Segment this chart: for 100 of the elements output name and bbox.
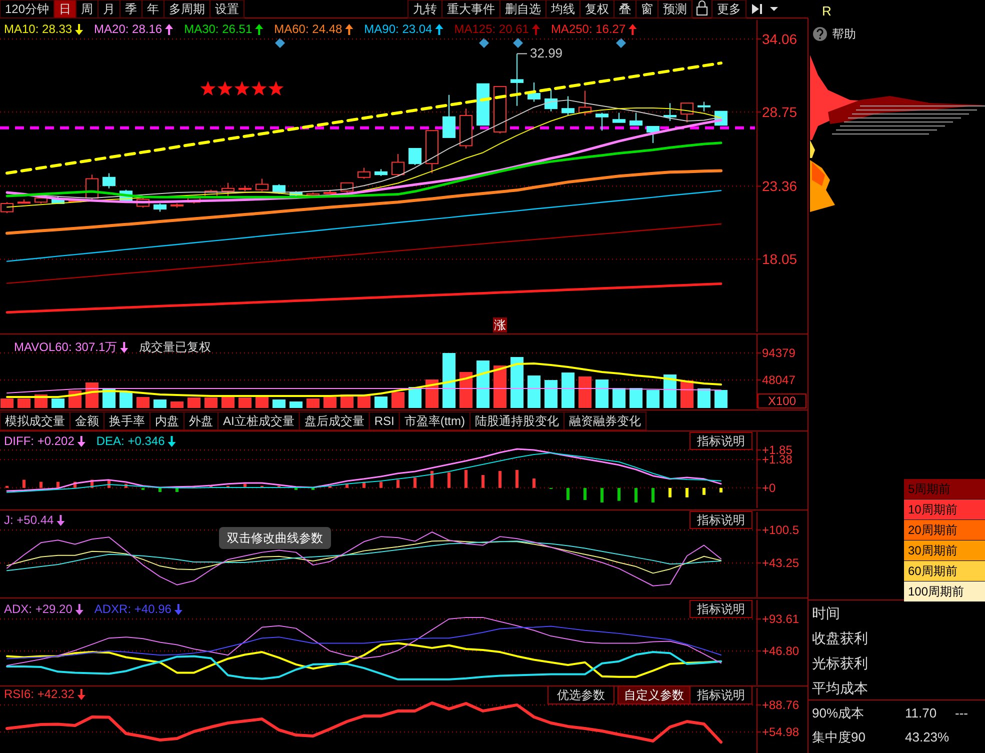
annotation: 指标说明: [696, 513, 745, 527]
text: 金额: [75, 414, 99, 428]
y-tick-label: +100.5: [762, 522, 800, 537]
candlestick: [442, 94, 456, 138]
annotation: MA250: 16.27: [550, 22, 626, 36]
text: 盘后成交量: [304, 414, 364, 428]
y-tick-label: +46.80: [762, 644, 800, 658]
annotation: DIFF: +0.202: [4, 434, 75, 448]
annotation: MA20: 28.16: [94, 22, 162, 36]
line-series: [6, 223, 722, 284]
candlestick: [510, 53, 524, 106]
line-series: [6, 626, 722, 660]
bar: [18, 398, 30, 408]
text: 时间: [812, 605, 840, 621]
bar: [584, 488, 586, 500]
y-tick-label: 48047: [762, 373, 796, 388]
bar: [510, 357, 524, 408]
bar: [578, 376, 592, 408]
line-series: [6, 362, 722, 398]
candlestick: [222, 182, 234, 198]
candlestick: [102, 172, 116, 189]
bar: [290, 401, 302, 408]
bar: [358, 395, 370, 408]
y-tick-label: +54.98: [762, 724, 800, 739]
text: 11.70: [905, 706, 937, 720]
candlestick: [562, 96, 574, 116]
text: 日: [59, 2, 72, 16]
bar: [396, 480, 400, 488]
bar: [476, 360, 490, 408]
annotation: RSI6: +42.32: [4, 687, 75, 701]
text: 融资融券变化: [569, 414, 641, 428]
text: 预测: [663, 2, 687, 16]
bar: [702, 488, 706, 495]
bar: [646, 390, 660, 408]
bar: [600, 488, 604, 502]
bar: [516, 470, 518, 488]
candlestick: [0, 202, 14, 214]
annotation: MAVOL60: 307.1万: [14, 340, 118, 354]
y-tick-label: 23.36: [762, 178, 798, 194]
text: 多周期: [169, 2, 206, 16]
text: 90%成本: [812, 706, 864, 720]
annotation: 优选参数: [557, 688, 605, 702]
bar: [170, 401, 184, 408]
text: X100: [768, 394, 796, 408]
bar: [22, 480, 26, 488]
text: 100周期前: [908, 584, 964, 598]
bar: [324, 396, 336, 408]
bar: [714, 390, 728, 408]
bar: [238, 398, 252, 408]
annotation: MA90: 23.04: [364, 22, 433, 36]
text: ---: [955, 706, 968, 720]
annotation: 指标说明: [696, 434, 745, 448]
annotation: MA10: 28.33: [4, 22, 72, 36]
y-tick-label: 94379: [762, 346, 796, 360]
bar: [596, 380, 608, 408]
bar: [204, 398, 218, 408]
bar: [52, 398, 64, 408]
text: 光标获利: [812, 655, 868, 671]
candlestick: [596, 112, 608, 132]
annotation: 自定义参数: [624, 688, 684, 702]
text: AI立桩成交量: [222, 414, 294, 428]
text: 120分钟: [4, 2, 50, 16]
bar: [634, 488, 638, 502]
candlestick: [358, 167, 370, 180]
line-series: [6, 616, 722, 666]
bar: [668, 488, 672, 498]
line-series: [6, 190, 722, 262]
bar: [272, 399, 286, 408]
candlestick: [256, 178, 268, 192]
line-series: [6, 62, 722, 175]
line-series: [6, 532, 722, 586]
annotation: MA125: 20.61: [454, 22, 530, 36]
text: R: [822, 4, 832, 18]
bar: [720, 488, 722, 492]
text: 60周期前: [908, 564, 958, 578]
bar: [612, 388, 626, 408]
annotation: 成交量已复权: [139, 340, 212, 354]
bar: [430, 470, 434, 488]
text: 集中度90: [812, 730, 866, 744]
y-tick-label: 34.06: [762, 30, 798, 47]
bar: [392, 392, 404, 408]
y-tick-label: 18.05: [762, 251, 798, 268]
text: 帮助: [832, 27, 856, 41]
bar: [222, 396, 234, 408]
text: 年: [147, 2, 160, 16]
line-series: [6, 169, 722, 235]
bar: [630, 388, 642, 408]
bar: [494, 366, 506, 408]
bar: [158, 488, 162, 492]
text: 季: [125, 2, 138, 16]
text: 陆股通持股变化: [475, 414, 559, 428]
bar: [120, 392, 132, 408]
bar: [380, 482, 382, 488]
candlestick: [664, 102, 676, 122]
annotation: 指标说明: [696, 688, 745, 702]
text: 窗: [641, 2, 653, 16]
bar: [698, 388, 710, 408]
candlestick: [392, 153, 404, 176]
text: 设置: [215, 2, 240, 16]
annotation: 涨: [494, 318, 506, 332]
